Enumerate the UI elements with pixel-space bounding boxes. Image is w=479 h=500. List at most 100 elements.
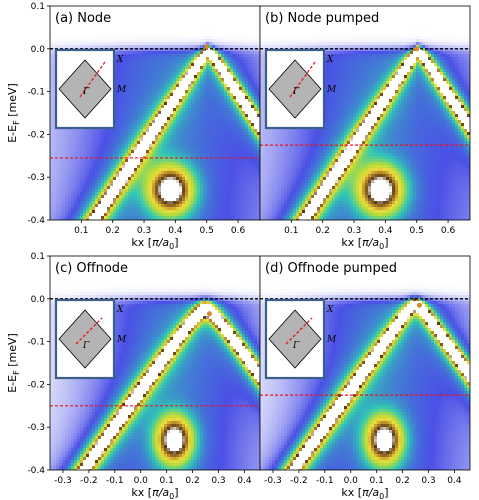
heatmap-cell (257, 39, 260, 43)
heatmap-cell (131, 39, 135, 43)
heatmap-cell (80, 150, 84, 154)
heatmap-cell (161, 189, 165, 193)
heatmap-cell (242, 144, 246, 148)
heatmap-cell (53, 60, 57, 64)
heatmap-cell (164, 24, 168, 28)
heatmap-cell (74, 219, 78, 220)
heatmap-cell (179, 132, 183, 136)
heatmap-cell (218, 54, 222, 58)
heatmap-cell (80, 27, 84, 31)
heatmap-cell (200, 108, 204, 112)
heatmap-cell (140, 120, 144, 124)
heatmap-cell (236, 60, 240, 64)
heatmap-cell (221, 93, 225, 97)
heatmap-cell (194, 48, 198, 52)
heatmap-cell (125, 111, 129, 115)
heatmap-cell (242, 114, 246, 118)
heatmap-cell (191, 75, 195, 79)
heatmap-cell (188, 156, 192, 160)
heatmap-cell (212, 129, 216, 133)
heatmap-cell (149, 111, 153, 115)
heatmap-cell (62, 174, 66, 178)
heatmap-cell (65, 153, 69, 157)
heatmap-cell (53, 96, 57, 100)
heatmap-cell (140, 174, 144, 178)
heatmap-cell (92, 162, 96, 166)
heatmap-cell (119, 219, 123, 220)
heatmap-cell (146, 180, 150, 184)
heatmap-cell (116, 48, 120, 52)
heatmap-cell (179, 213, 183, 217)
heatmap-cell (167, 198, 171, 202)
heatmap-cell (65, 45, 69, 49)
heatmap-cell (173, 150, 177, 154)
heatmap-cell (206, 159, 210, 163)
heatmap-cell (251, 132, 255, 136)
heatmap-cell (179, 180, 183, 184)
heatmap-cell (104, 183, 108, 187)
heatmap-cell (230, 162, 234, 166)
heatmap-cell (200, 63, 204, 67)
heatmap-cell (158, 180, 162, 184)
heatmap-cell (173, 93, 177, 97)
heatmap-cell (107, 129, 111, 133)
heatmap-cell (176, 54, 180, 58)
heatmap-cell (251, 30, 255, 34)
heatmap-cell (53, 159, 57, 163)
heatmap-cell (248, 171, 252, 175)
heatmap-cell (131, 171, 135, 175)
heatmap-cell (248, 60, 252, 64)
heatmap-cell (131, 30, 135, 34)
heatmap-cell (185, 162, 189, 166)
heatmap-cell (239, 192, 243, 196)
heatmap-cell (251, 33, 255, 37)
heatmap-cell (251, 201, 255, 205)
heatmap-cell (245, 129, 249, 133)
heatmap-cell (95, 30, 99, 34)
heatmap-cell (140, 183, 144, 187)
heatmap-cell (182, 24, 186, 28)
heatmap-cell (248, 18, 252, 22)
heatmap-cell (206, 63, 210, 67)
heatmap-cell (146, 51, 150, 55)
heatmap-cell (182, 126, 186, 130)
heatmap-cell (56, 162, 60, 166)
heatmap-cell (212, 207, 216, 211)
heatmap-cell (194, 210, 198, 214)
heatmap-cell (170, 96, 174, 100)
heatmap-cell (104, 6, 108, 10)
heatmap-cell (68, 24, 72, 28)
heatmap-cell (134, 177, 138, 181)
heatmap-cell (80, 201, 84, 205)
heatmap-cell (80, 165, 84, 169)
heatmap-cell (56, 195, 60, 199)
heatmap-cell (245, 174, 249, 178)
heatmap-cell (101, 132, 105, 136)
heatmap-cell (119, 159, 123, 163)
heatmap-cell (179, 201, 183, 205)
heatmap-cell (149, 69, 153, 73)
heatmap-cell (167, 99, 171, 103)
heatmap-cell (233, 78, 237, 82)
heatmap-cell (173, 75, 177, 79)
heatmap-cell (170, 48, 174, 52)
heatmap-cell (236, 171, 240, 175)
heatmap-cell (146, 153, 150, 157)
heatmap-cell (239, 117, 243, 121)
heatmap-cell (248, 198, 252, 202)
heatmap-cell (170, 69, 174, 73)
heatmap-cell (101, 213, 105, 217)
heatmap-cell (203, 102, 207, 106)
heatmap-cell (122, 99, 126, 103)
heatmap-cell (191, 111, 195, 115)
heatmap-cell (158, 69, 162, 73)
heatmap-cell (68, 168, 72, 172)
heatmap-cell (245, 87, 249, 91)
heatmap-cell (50, 72, 54, 76)
heatmap-cell (173, 9, 177, 13)
heatmap-cell (65, 177, 69, 181)
heatmap-cell (215, 42, 219, 46)
heatmap-cell (134, 120, 138, 124)
heatmap-cell (176, 195, 180, 199)
heatmap-cell (230, 18, 234, 22)
